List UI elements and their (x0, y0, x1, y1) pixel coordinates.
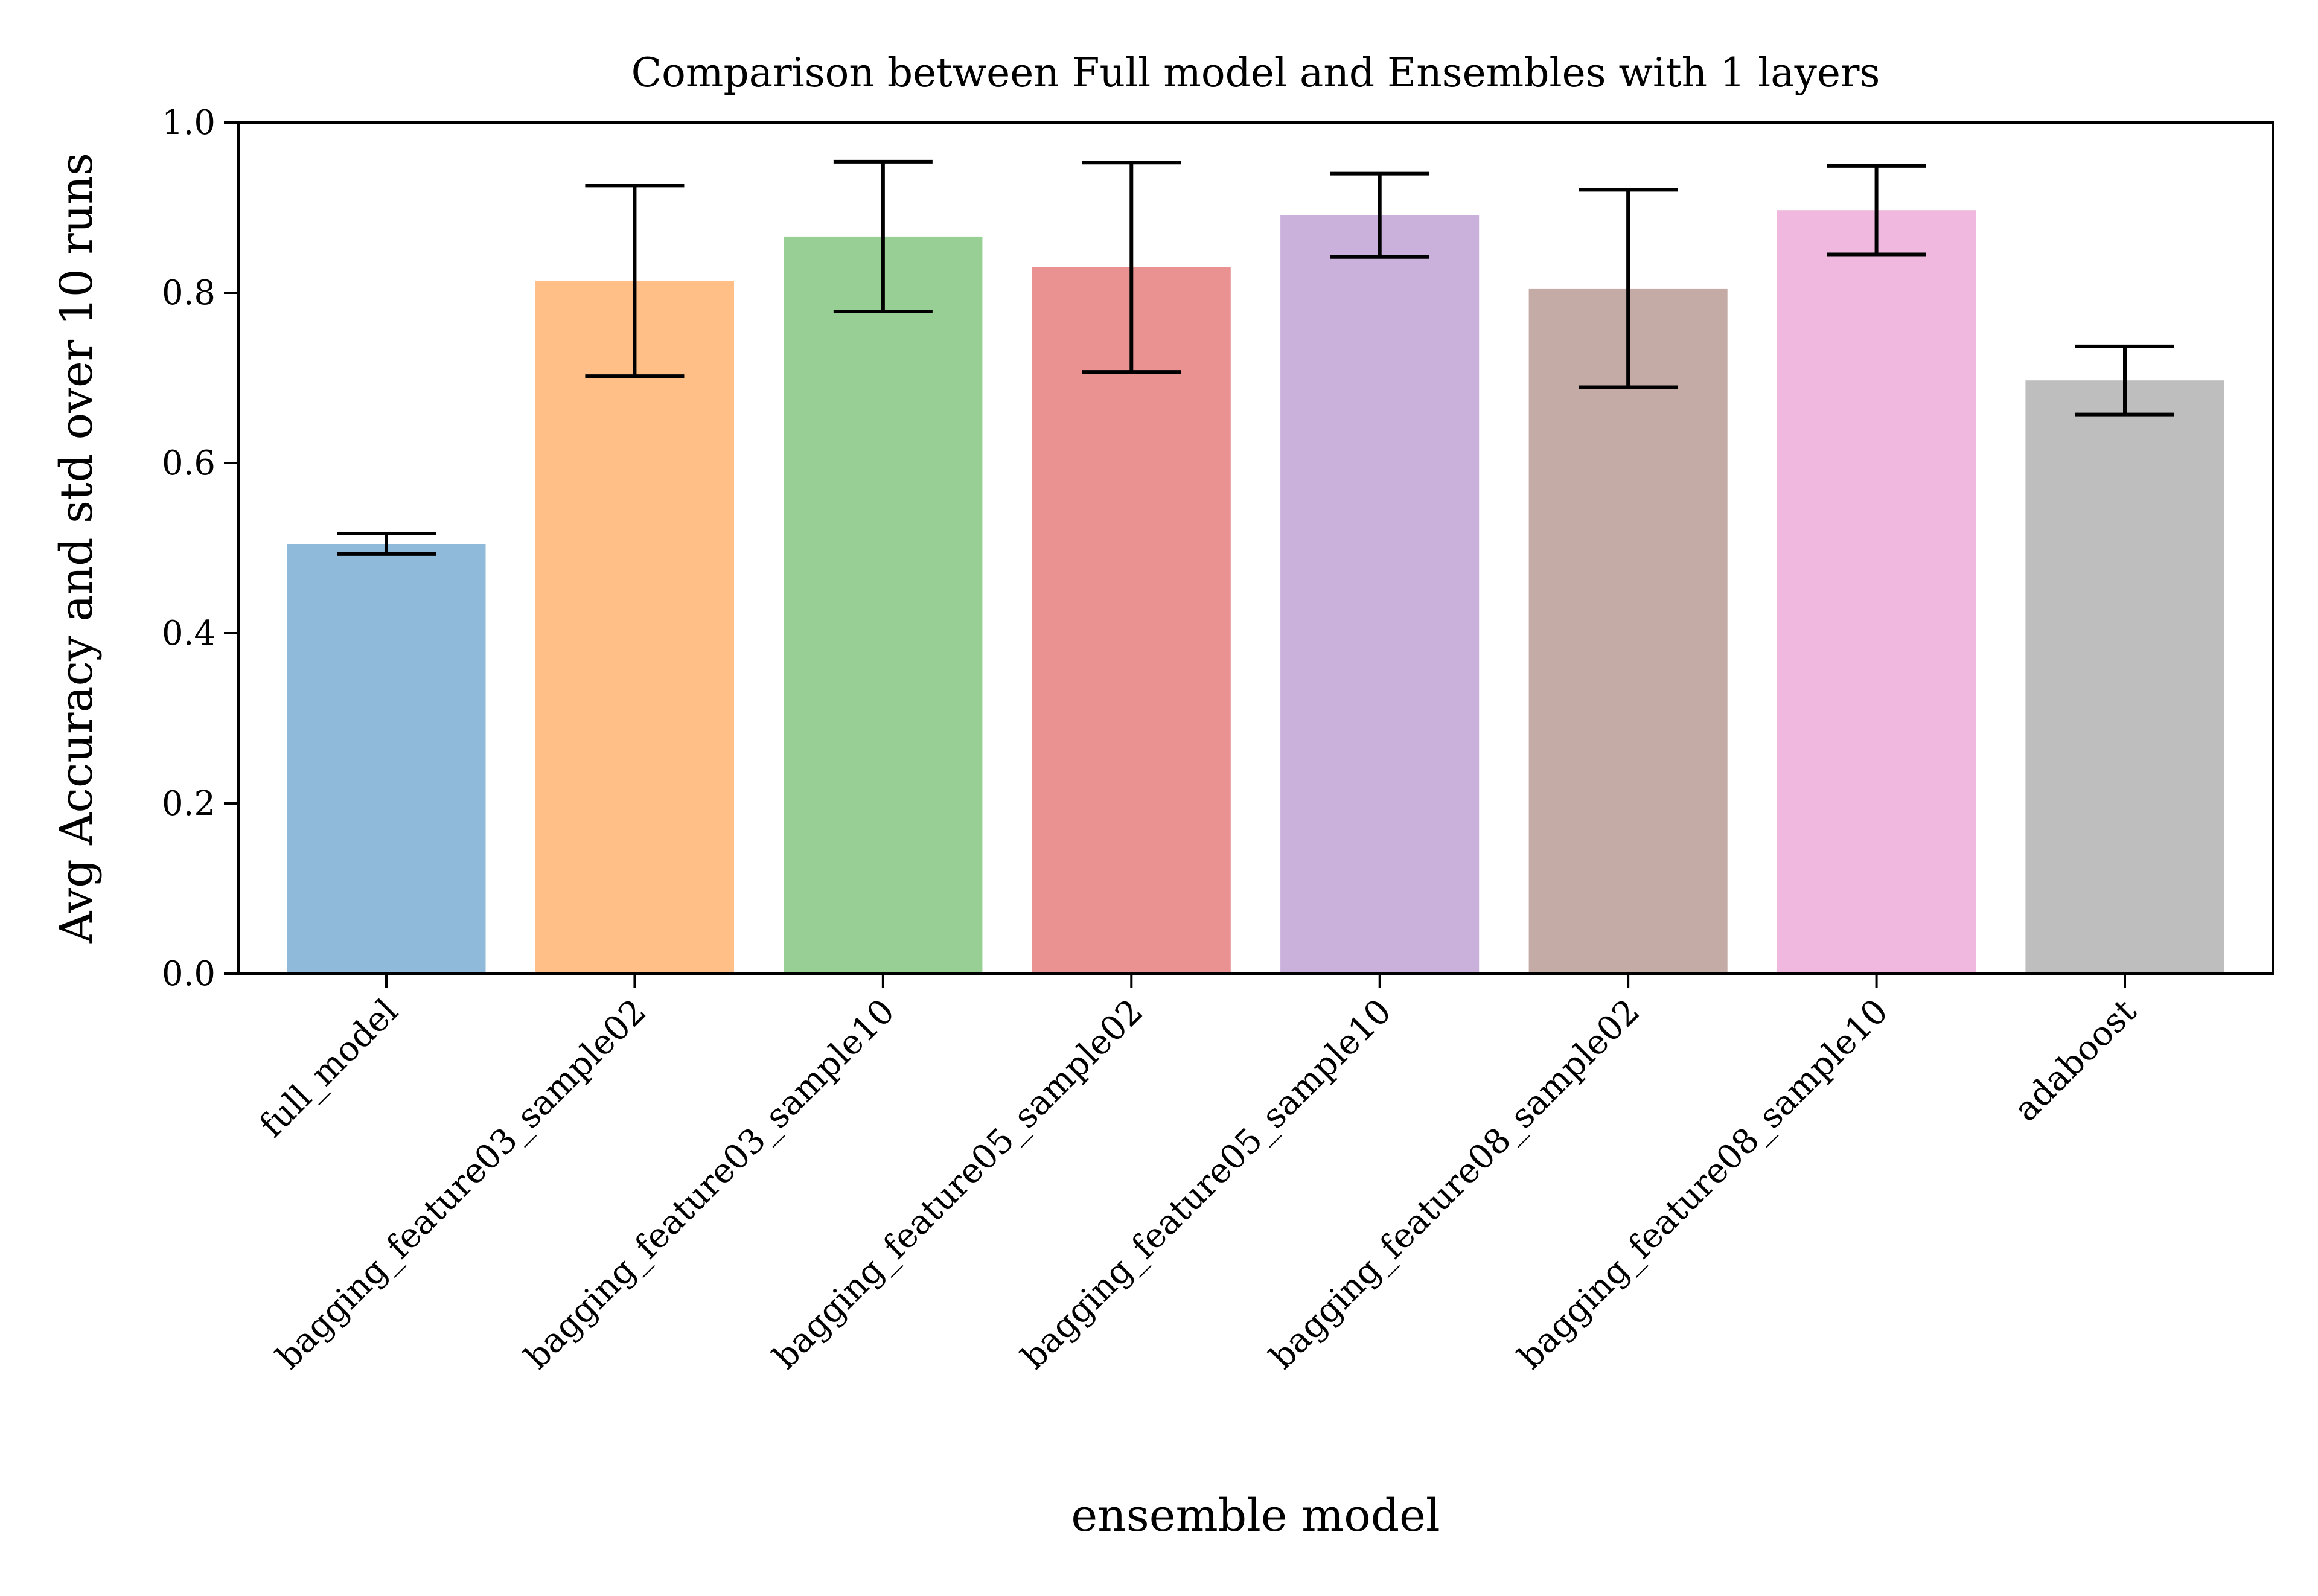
error-bars-layer (337, 159, 2174, 556)
error-bar-bagging_feature05_sample10 (1330, 171, 1429, 259)
x-tick-label: adaboost (2007, 992, 2144, 1129)
x-tick-label: full_model (252, 992, 406, 1145)
bar-adaboost (2025, 380, 2224, 974)
bar-bagging_feature08_sample10 (1777, 210, 1976, 974)
y-tick-label: 0.2 (162, 784, 216, 823)
y-tick-label: 0.4 (162, 614, 216, 653)
x-axis: full_modelbagging_feature03_sample02bagg… (252, 974, 2144, 1377)
y-axis: 0.0 0.2 0.4 0.6 0.8 1.0 (162, 103, 238, 994)
y-tick-label: 0.6 (162, 444, 216, 483)
bar-bagging_feature03_sample10 (784, 236, 983, 974)
error-bar-full_model (337, 532, 436, 556)
x-axis-label: ensemble model (1071, 1490, 1440, 1542)
chart-title: Comparison between Full model and Ensemb… (631, 49, 1880, 96)
y-tick-label: 0.8 (162, 273, 216, 313)
y-tick-label: 0.0 (162, 954, 216, 994)
y-axis-label: Avg Accuracy and std over 10 runs (51, 153, 103, 944)
error-bar-bagging_feature05_sample02 (1082, 161, 1181, 374)
bar-full_model (287, 544, 486, 974)
bar-bagging_feature08_sample02 (1528, 288, 1728, 974)
bar-bagging_feature05_sample02 (1032, 267, 1231, 974)
error-bar-bagging_feature03_sample02 (585, 184, 685, 378)
error-bar-bagging_feature08_sample02 (1579, 188, 1678, 389)
bar-bagging_feature03_sample02 (535, 281, 734, 974)
plot-frame (237, 121, 2274, 975)
error-bar-bagging_feature03_sample10 (833, 159, 933, 314)
bar-bagging_feature05_sample10 (1280, 215, 1480, 974)
bars-layer (287, 210, 2224, 974)
error-bar-adaboost (2075, 344, 2174, 417)
error-bar-bagging_feature08_sample10 (1827, 164, 1926, 257)
y-tick-label: 1.0 (162, 103, 216, 142)
